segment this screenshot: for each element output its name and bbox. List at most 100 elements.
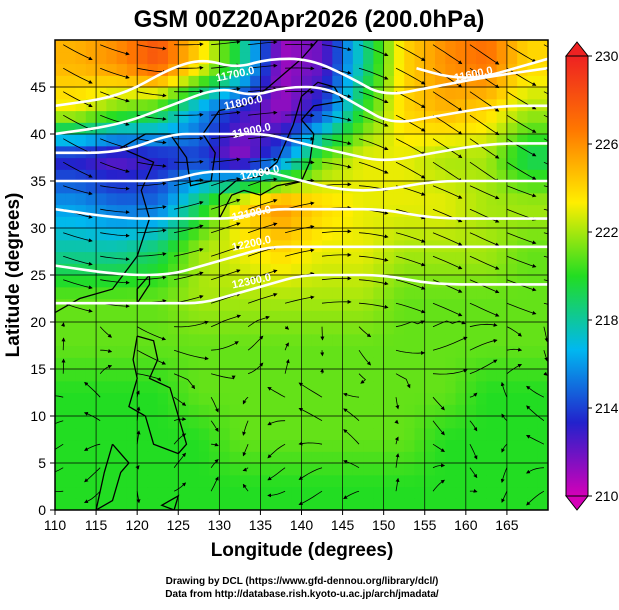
field-cell bbox=[414, 158, 425, 170]
field-cell bbox=[219, 158, 230, 170]
field-cell bbox=[332, 334, 343, 346]
field-cell bbox=[230, 440, 241, 452]
field-cell bbox=[476, 369, 487, 381]
field-cell bbox=[497, 334, 508, 346]
field-cell bbox=[302, 299, 313, 311]
field-cell bbox=[353, 275, 364, 287]
field-cell bbox=[281, 322, 292, 334]
field-cell bbox=[158, 475, 169, 487]
field-cell bbox=[189, 40, 200, 52]
field-cell bbox=[312, 498, 323, 510]
field-cell bbox=[158, 322, 169, 334]
field-cell bbox=[466, 428, 477, 440]
field-cell bbox=[168, 299, 179, 311]
field-cell bbox=[271, 346, 282, 358]
x-tick-label: 155 bbox=[413, 517, 437, 533]
field-cell bbox=[343, 463, 354, 475]
field-cell bbox=[158, 158, 169, 170]
field-cell bbox=[189, 451, 200, 463]
field-cell bbox=[497, 111, 508, 123]
field-cell bbox=[343, 334, 354, 346]
field-cell bbox=[312, 357, 323, 369]
field-cell bbox=[302, 252, 313, 264]
field-cell bbox=[209, 263, 220, 275]
x-tick-label: 125 bbox=[167, 517, 191, 533]
field-cell bbox=[291, 87, 302, 99]
field-cell bbox=[117, 463, 128, 475]
field-cell bbox=[517, 263, 528, 275]
field-cell bbox=[76, 357, 87, 369]
field-cell bbox=[55, 158, 66, 170]
field-cell bbox=[343, 205, 354, 217]
field-cell bbox=[168, 416, 179, 428]
x-tick-label: 150 bbox=[372, 517, 396, 533]
field-cell bbox=[230, 428, 241, 440]
field-cell bbox=[486, 252, 497, 264]
field-cell bbox=[158, 146, 169, 158]
field-cell bbox=[147, 299, 158, 311]
colorbar-ramp bbox=[566, 56, 588, 496]
field-cell bbox=[517, 451, 528, 463]
field-cell bbox=[322, 346, 333, 358]
field-cell bbox=[394, 357, 405, 369]
field-cell bbox=[106, 416, 117, 428]
field-cell bbox=[507, 299, 518, 311]
field-cell bbox=[178, 193, 189, 205]
field-cell bbox=[209, 193, 220, 205]
field-cell bbox=[466, 40, 477, 52]
field-cell bbox=[404, 287, 415, 299]
field-cell bbox=[435, 416, 446, 428]
field-cell bbox=[260, 346, 271, 358]
field-cell bbox=[466, 111, 477, 123]
field-cell bbox=[404, 475, 415, 487]
field-cell bbox=[456, 134, 467, 146]
field-cell bbox=[240, 346, 251, 358]
field-cell bbox=[486, 287, 497, 299]
field-cell bbox=[86, 64, 97, 76]
field-cell bbox=[404, 334, 415, 346]
field-cell bbox=[291, 334, 302, 346]
field-cell bbox=[230, 487, 241, 499]
field-cell bbox=[517, 334, 528, 346]
field-cell bbox=[147, 404, 158, 416]
field-cell bbox=[106, 404, 117, 416]
field-cell bbox=[189, 393, 200, 405]
field-cell bbox=[373, 299, 384, 311]
field-cell bbox=[76, 111, 87, 123]
field-cell bbox=[291, 381, 302, 393]
field-cell bbox=[312, 475, 323, 487]
field-cell bbox=[199, 64, 210, 76]
field-cell bbox=[384, 193, 395, 205]
field-cell bbox=[425, 404, 436, 416]
field-cell bbox=[96, 216, 107, 228]
field-cell bbox=[76, 334, 87, 346]
field-cell bbox=[445, 498, 456, 510]
field-cell bbox=[219, 322, 230, 334]
field-cell bbox=[86, 498, 97, 510]
field-cell bbox=[538, 440, 549, 452]
field-cell bbox=[178, 240, 189, 252]
field-cell bbox=[343, 310, 354, 322]
field-cell bbox=[527, 40, 538, 52]
field-cell bbox=[209, 240, 220, 252]
y-tick-label: 5 bbox=[38, 455, 46, 471]
field-cell bbox=[527, 393, 538, 405]
field-cell bbox=[86, 299, 97, 311]
field-cell bbox=[250, 440, 261, 452]
field-cell bbox=[322, 451, 333, 463]
field-cell bbox=[199, 369, 210, 381]
field-cell bbox=[96, 404, 107, 416]
field-cell bbox=[353, 404, 364, 416]
field-cell bbox=[363, 193, 374, 205]
field-cell bbox=[127, 322, 138, 334]
field-cell bbox=[86, 428, 97, 440]
field-cell bbox=[127, 99, 138, 111]
field-cell bbox=[497, 87, 508, 99]
field-cell bbox=[517, 393, 528, 405]
field-cell bbox=[425, 334, 436, 346]
field-cell bbox=[240, 40, 251, 52]
field-cell bbox=[497, 181, 508, 193]
field-cell bbox=[106, 310, 117, 322]
field-cell bbox=[435, 169, 446, 181]
field-cell bbox=[178, 440, 189, 452]
